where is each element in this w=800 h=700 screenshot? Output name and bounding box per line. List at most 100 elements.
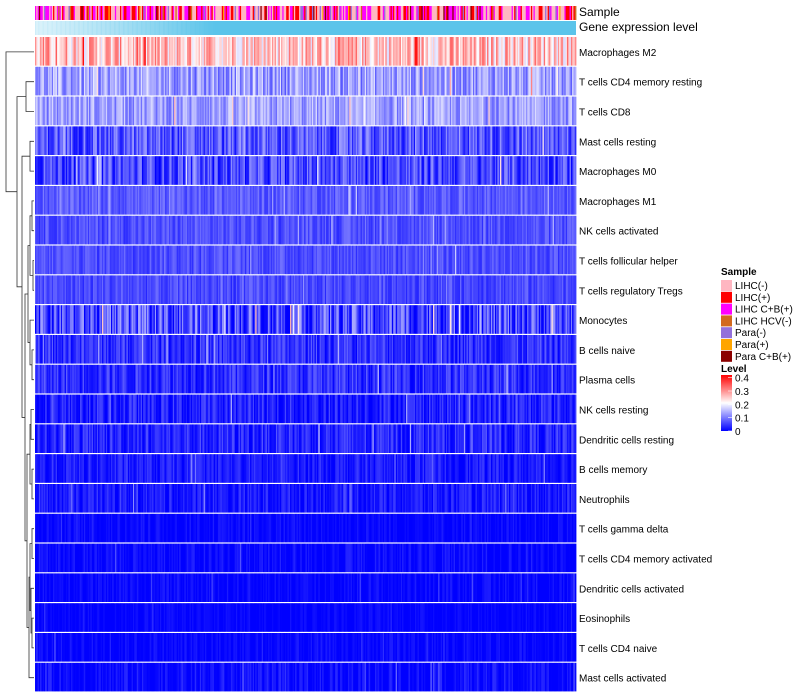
heatmap-cell xyxy=(118,275,121,304)
heatmap-cell xyxy=(161,275,163,304)
heatmap-cell xyxy=(278,305,281,334)
heatmap-cell xyxy=(375,156,377,185)
heatmap-cell xyxy=(384,66,386,96)
heatmap-cell xyxy=(105,37,108,66)
heatmap-cell xyxy=(467,275,470,304)
heatmap-cell xyxy=(190,37,193,66)
heatmap-cell xyxy=(46,37,49,66)
heatmap-cell xyxy=(148,186,151,215)
heatmap-cell xyxy=(135,66,138,96)
heatmap-cell xyxy=(90,126,93,155)
heatmap-cell xyxy=(275,305,278,334)
heatmap-cell xyxy=(100,96,103,126)
expression-annotation-cell xyxy=(136,21,139,35)
heatmap-cell xyxy=(270,245,273,275)
heatmap-cell xyxy=(252,156,255,185)
heatmap-cell xyxy=(405,96,408,126)
heatmap-cell xyxy=(465,215,467,245)
heatmap-cell xyxy=(283,275,286,304)
heatmap-cell xyxy=(201,305,203,334)
heatmap-cell xyxy=(145,275,148,304)
sample-annotation-cell xyxy=(377,6,380,20)
heatmap-cell xyxy=(113,335,116,364)
heatmap-cell xyxy=(514,305,516,334)
heatmap-cell xyxy=(185,275,188,304)
heatmap-cell xyxy=(273,335,275,364)
heatmap-cell xyxy=(220,156,223,185)
heatmap-cell xyxy=(391,245,394,275)
heatmap-cell xyxy=(193,96,196,126)
heatmap-cell xyxy=(301,186,304,215)
heatmap-cell xyxy=(65,215,68,245)
heatmap-cell xyxy=(60,156,63,185)
heatmap-cell xyxy=(141,156,144,185)
heatmap-cell xyxy=(60,335,63,364)
heatmap-cell xyxy=(305,156,308,185)
heatmap-cell xyxy=(171,66,174,96)
heatmap-cell xyxy=(62,96,64,126)
heatmap-cell xyxy=(376,156,379,185)
heatmap-cell xyxy=(175,126,178,155)
heatmap-cell xyxy=(389,215,391,245)
heatmap-cell xyxy=(228,37,230,66)
heatmap-cell xyxy=(284,335,287,364)
heatmap-cell xyxy=(366,156,368,185)
sample-annotation-cell xyxy=(469,6,471,20)
heatmap-cell xyxy=(214,126,216,155)
heatmap-cell xyxy=(364,186,367,215)
heatmap-cell xyxy=(251,156,254,185)
heatmap-cell xyxy=(573,245,576,275)
sample-annotation-cell xyxy=(193,6,196,20)
heatmap-cell xyxy=(547,275,550,304)
heatmap-cell xyxy=(141,96,144,126)
heatmap-cell xyxy=(123,186,126,215)
heatmap-cell xyxy=(430,275,433,304)
heatmap-cell xyxy=(333,305,336,334)
heatmap-cell xyxy=(243,186,246,215)
heatmap-cell xyxy=(359,156,362,185)
heatmap-cell xyxy=(368,305,371,334)
heatmap-cell xyxy=(90,305,93,334)
heatmap-cell xyxy=(225,335,228,364)
heatmap-cell xyxy=(556,126,559,155)
heatmap-cell xyxy=(168,215,171,245)
heatmap-cell xyxy=(74,245,77,275)
heatmap-cell xyxy=(368,186,371,215)
heatmap-cell xyxy=(328,37,331,66)
heatmap-cell xyxy=(390,305,393,334)
heatmap-cell xyxy=(64,156,67,185)
heatmap-row xyxy=(35,37,577,66)
heatmap-cell xyxy=(114,245,117,275)
heatmap-cell xyxy=(126,335,129,364)
heatmap-cell xyxy=(565,37,568,66)
heatmap-cell xyxy=(113,305,116,334)
sample-annotation-cell xyxy=(247,6,250,20)
heatmap-cell xyxy=(391,37,394,66)
heatmap-cell xyxy=(403,305,406,334)
heatmap-cell xyxy=(64,186,67,215)
heatmap-cell xyxy=(193,245,196,275)
heatmap-cell xyxy=(165,156,167,185)
heatmap-cell xyxy=(45,96,47,126)
heatmap-cell xyxy=(359,186,362,215)
sample-annotation-cell xyxy=(261,6,264,20)
heatmap-cell xyxy=(309,186,312,215)
heatmap-cell xyxy=(139,215,142,245)
sample-annotation-cell xyxy=(259,6,261,20)
heatmap-cell xyxy=(80,215,82,245)
heatmap-cell xyxy=(469,275,471,304)
heatmap-cell xyxy=(290,156,292,185)
heatmap-cell xyxy=(385,245,388,275)
sample-annotation-cell xyxy=(418,6,421,20)
heatmap-cell xyxy=(265,245,268,275)
heatmap-cell xyxy=(274,37,277,66)
heatmap-cell xyxy=(190,275,193,304)
heatmap-cell xyxy=(85,335,87,364)
heatmap-cell xyxy=(207,245,210,275)
heatmap-cell xyxy=(306,126,309,155)
heatmap-cell xyxy=(341,126,344,155)
heatmap-cell xyxy=(211,186,214,215)
sample-annotation-cell xyxy=(189,6,192,20)
heatmap-cell xyxy=(394,215,397,245)
heatmap-cell xyxy=(438,66,440,96)
